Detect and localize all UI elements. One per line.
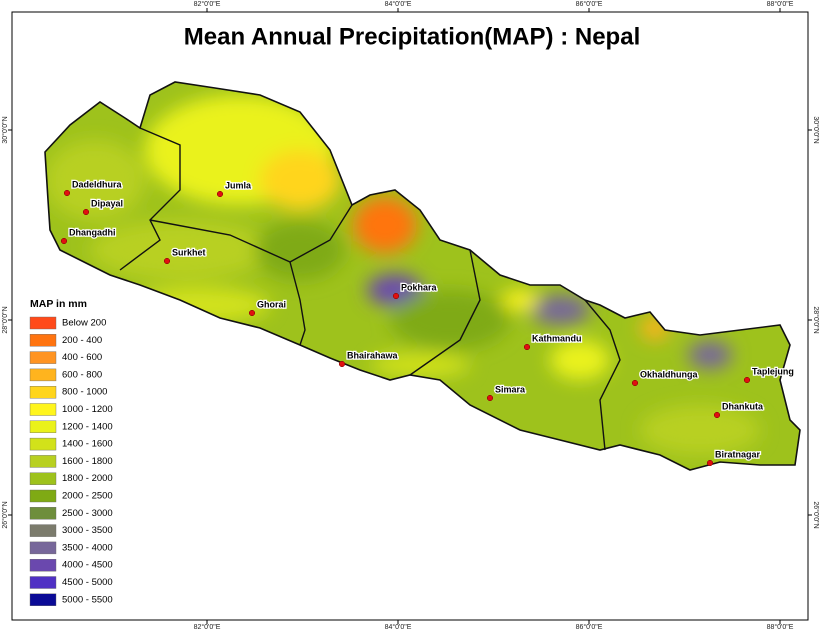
legend-title: MAP in mm (30, 298, 87, 310)
lat-label: 28°0'0"N (1, 306, 9, 333)
legend-swatch (29, 559, 57, 572)
city-label: Dipayal (91, 198, 123, 208)
cities: Dadeldhura Dipayal Dhangadhi Jumla Surkhet Gh… (60, 178, 795, 467)
region-boundaries (119, 127, 621, 451)
legend-swatch (29, 403, 57, 416)
legend-label: 1600 - 1800 (62, 456, 113, 467)
legend-label: 1000 - 1200 (62, 404, 113, 415)
city-point (82, 208, 90, 216)
city-point (743, 376, 751, 384)
map-title: Mean Annual Precipitation(MAP) : Nepal (184, 23, 640, 50)
legend-label: 2500 - 3000 (62, 508, 113, 519)
legend-swatch (29, 368, 57, 382)
city-label: Dadeldhura (72, 179, 123, 189)
lat-label: 28°0'0"N (812, 306, 820, 333)
legend-label: 400 - 600 (62, 352, 102, 363)
city-point (63, 189, 71, 197)
legend-swatch (29, 316, 57, 330)
lon-label: 82°0'0"E (194, 623, 221, 631)
legend-label: 4500 - 5000 (62, 577, 113, 588)
city-label: Pokhara (401, 282, 438, 292)
city-label: Kathmandu (532, 333, 582, 343)
legend-swatch (29, 472, 57, 485)
legend-label: 3000 - 3500 (62, 525, 113, 536)
city-point (486, 394, 494, 402)
legend-swatch (29, 593, 57, 606)
city-point (523, 343, 531, 351)
city-point (248, 309, 256, 317)
legend-swatch (29, 489, 57, 503)
legend-swatch (29, 507, 57, 520)
city-label: Dhangadhi (69, 227, 116, 237)
legend-label: 1800 - 2000 (62, 473, 113, 484)
city-point (713, 411, 721, 419)
city-point (338, 360, 346, 368)
legend-label: 4000 - 4500 (62, 560, 113, 571)
lon-label: 88°0'0"E (767, 0, 794, 8)
city-point (392, 292, 400, 300)
legend: MAP in mm Below 200 200 - 400 400 - 600 600… (29, 298, 113, 606)
legend-label: 1200 - 1400 (62, 421, 113, 432)
lon-label: 82°0'0"E (194, 0, 221, 8)
lat-label: 26°0'0"N (812, 501, 820, 528)
city-label: Okhaldhunga (640, 369, 698, 379)
city-label: Simara (495, 384, 526, 394)
legend-swatch (29, 576, 57, 589)
legend-label: 200 - 400 (62, 335, 102, 346)
city-label: Surkhet (172, 247, 206, 257)
city-point (60, 237, 68, 245)
lat-label: 30°0'0"N (1, 116, 9, 143)
city-label: Bhairahawa (347, 350, 399, 360)
legend-swatch (29, 541, 57, 555)
legend-swatch (29, 334, 57, 347)
city-point (163, 257, 171, 265)
legend-label: 3500 - 4000 (62, 542, 113, 553)
legend-swatch (29, 524, 57, 537)
legend-label: 5000 - 5500 (62, 594, 113, 605)
city-label: Taplejung (752, 366, 794, 376)
city-point (631, 379, 639, 387)
legend-swatch (29, 420, 57, 433)
city-point (216, 190, 224, 198)
city-label: Biratnagar (715, 449, 761, 459)
legend-swatch (29, 455, 57, 468)
legend-swatch (29, 351, 57, 364)
lon-label: 84°0'0"E (385, 0, 412, 8)
legend-swatch (29, 386, 57, 399)
legend-label: 600 - 800 (62, 369, 102, 380)
city-label: Jumla (225, 180, 252, 190)
city-label: Dhankuta (722, 401, 764, 411)
lon-label: 86°0'0"E (576, 0, 603, 8)
lat-label: 26°0'0"N (1, 501, 9, 528)
legend-label: 2000 - 2500 (62, 491, 113, 502)
lon-label: 88°0'0"E (767, 623, 794, 631)
legend-label: 1400 - 1600 (62, 439, 113, 450)
legend-label: 800 - 1000 (62, 387, 107, 398)
lat-label: 30°0'0"N (812, 116, 820, 143)
graticule-ticks (8, 8, 812, 624)
lon-label: 84°0'0"E (385, 623, 412, 631)
city-point (706, 459, 714, 467)
legend-label: Below 200 (62, 318, 106, 329)
legend-swatch (29, 437, 57, 451)
lon-label: 86°0'0"E (576, 623, 603, 631)
city-label: Ghorai (257, 299, 286, 309)
